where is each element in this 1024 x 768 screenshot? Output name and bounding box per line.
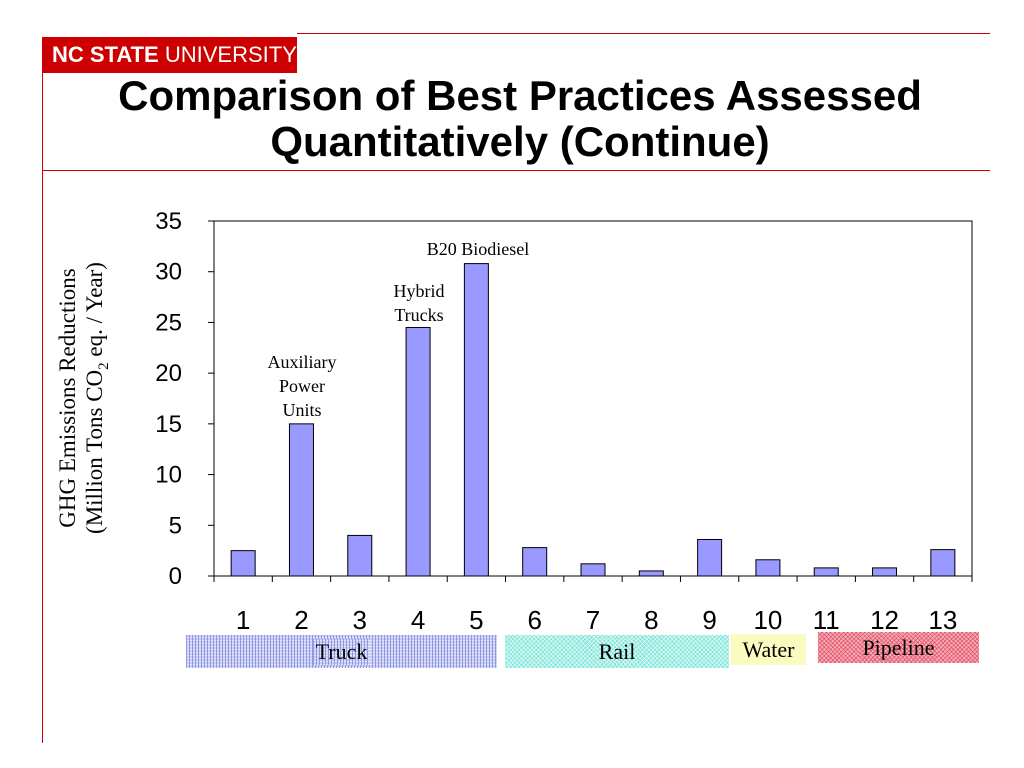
mode-rail-band: Rail [505,635,729,668]
university-logo: NC STATE UNIVERSITY [52,40,297,70]
annotation-apu-line-2: Power [279,376,325,396]
y-tick-label: 0 [169,563,182,590]
mode-rail-label: Rail [596,638,639,665]
y-label-pre: (Million Tons CO [82,369,108,534]
annotation-hybrid-line-1: Hybrid [393,281,445,301]
y-tick-label: 35 [155,208,182,235]
annotation-hybrid: Hybrid Trucks [394,279,445,327]
annotation-apu-line-1: Auxiliary [267,352,337,372]
bar [288,423,314,577]
bar [405,327,431,577]
y-tick-label: 30 [155,259,182,286]
annotation-biodiesel: B20 Biodiesel [426,239,530,259]
y-axis-label: GHG Emissions Reductions (Million Tons C… [54,262,118,534]
y-tick-label: 25 [155,309,182,336]
x-tick-label: 10 [753,605,782,635]
y-tick-label: 5 [169,512,182,539]
mode-truck-label: Truck [313,638,371,665]
x-tick-label: 8 [644,605,658,635]
x-tick-label: 5 [469,605,483,635]
x-tick-label: 6 [527,605,541,635]
y-tick-label: 20 [155,360,182,387]
logo-banner [42,37,297,73]
title-rule [42,170,990,171]
annotation-apu: Auxiliary Power Units [268,350,337,422]
y-tick-label: 15 [155,411,182,438]
title-line-1: Comparison of Best Practices Assessed [118,72,922,119]
mode-truck-band: Truck [186,635,497,668]
y-label-post: eq. / Year) [82,262,108,363]
x-tick-label: 7 [586,605,600,635]
y-tick-label: 10 [155,462,182,489]
bar [522,547,548,577]
bar [813,567,839,577]
logo-rest: UNIVERSITY [158,42,297,67]
annotation-hybrid-line-2: Trucks [394,305,444,325]
bar [347,534,373,577]
mode-water-band: Water [731,634,806,665]
mode-pipeline-band: Pipeline [818,632,979,663]
mode-pipeline-label: Pipeline [859,634,937,661]
bar [755,559,781,577]
bar [638,570,664,577]
y-label-sub: 2 [95,362,112,370]
x-tick-label: 4 [411,605,425,635]
title-line-2: Quantitatively (Continue) [270,118,770,165]
x-tick-label: 3 [353,605,367,635]
annotation-apu-line-3: Units [282,400,322,420]
bar [463,263,489,577]
bar [872,567,898,577]
y-axis-label-line-1: GHG Emissions Reductions [55,268,81,528]
x-tick-label: 9 [702,605,716,635]
bar [580,563,606,577]
bar [930,549,956,577]
bar [230,550,256,577]
x-tick-label: 12 [870,605,899,635]
y-axis-label-line-2: (Million Tons CO2 eq. / Year) [81,262,118,534]
slide-title: Comparison of Best Practices Assessed Qu… [50,73,990,165]
left-rule [42,73,43,743]
bar [697,538,723,577]
x-tick-label: 1 [236,605,250,635]
header-rule [297,33,990,34]
mode-water-label: Water [739,636,798,663]
x-tick-label: 11 [813,605,840,635]
logo-bold: NC STATE [52,42,159,67]
x-tick-label: 13 [928,605,957,635]
x-tick-label: 2 [294,605,308,635]
